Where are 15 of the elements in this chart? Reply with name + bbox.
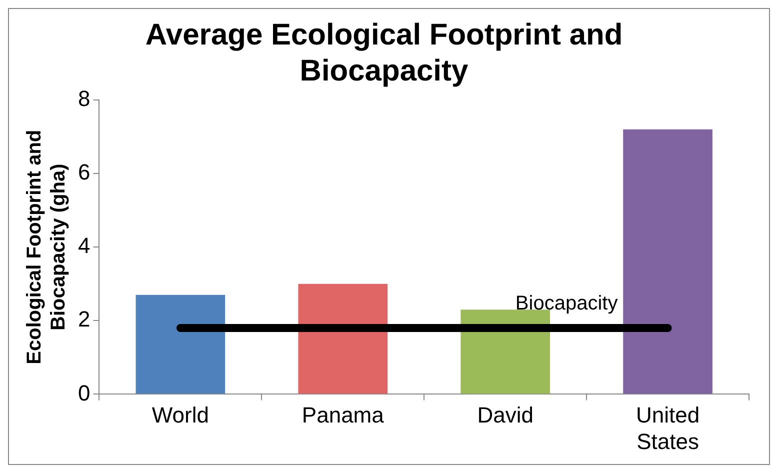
series-label: Biocapacity: [515, 292, 618, 315]
chart-title: Average Ecological Footprint and Biocapacity: [145, 18, 623, 88]
bar: [298, 284, 388, 394]
bar: [623, 129, 712, 394]
y-tick-label: 8: [78, 86, 90, 112]
x-tick-label: World: [152, 402, 209, 428]
x-tick-label: United States: [636, 402, 700, 454]
x-tick-label: David: [477, 402, 534, 428]
y-axis-title: Ecological Footprint and Biocapacity (gha): [24, 130, 70, 364]
x-tick-label: Panama: [302, 402, 385, 428]
bar: [136, 294, 226, 394]
y-tick-label: 6: [78, 160, 90, 185]
y-tick-label: 0: [78, 380, 90, 406]
y-tick-label: 4: [78, 233, 90, 258]
y-tick-label: 2: [78, 306, 90, 332]
